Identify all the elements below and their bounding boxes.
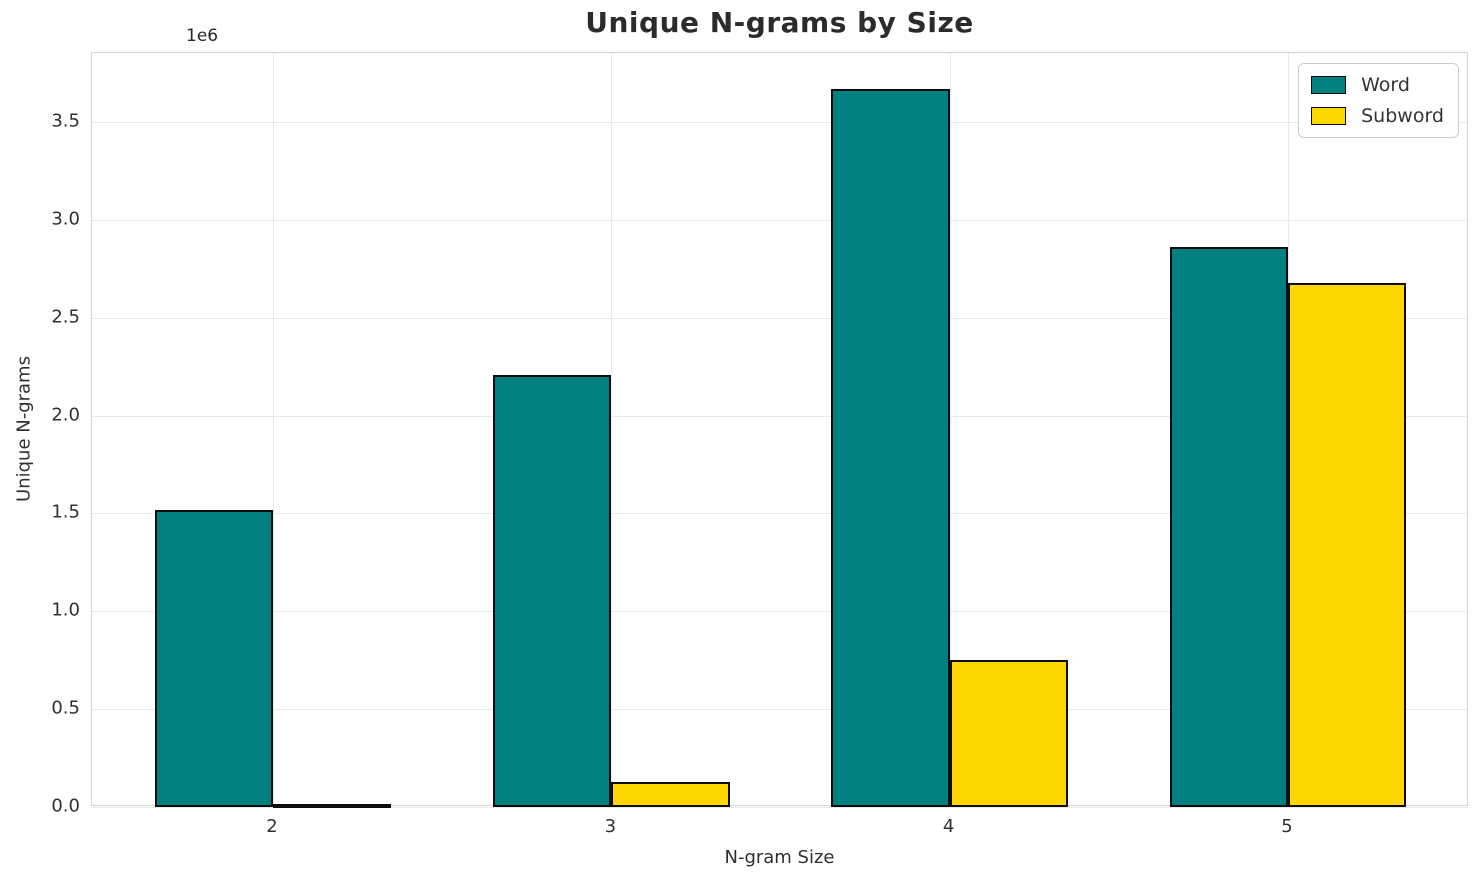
y-gridline [92,415,1467,417]
x-axis-label: N-gram Size [724,847,835,868]
y-gridline [92,807,1467,808]
legend-item-subword: Subword [1311,105,1444,127]
y-gridline [92,513,1467,515]
y-gridline [92,122,1467,124]
y-tick-label: 0.0 [51,795,80,817]
y-gridline [92,219,1467,221]
y-tick-label: 3.5 [51,110,80,132]
word-series-label: Word [1361,74,1410,96]
subword-bar-ngram-4 [949,660,1069,807]
y-gridline [92,709,1467,711]
subword-series-label: Subword [1361,105,1444,127]
y-tick-label: 2.5 [51,306,80,328]
y-tick-label: 2.0 [51,404,80,426]
y-gridline [92,317,1467,319]
subword-bar-ngram-5 [1287,282,1407,807]
word-bar-ngram-3 [492,374,612,807]
word-bar-ngram-5 [1169,247,1288,807]
y-tick-label: 1.5 [51,501,80,523]
y-tick-label: 3.0 [51,208,80,230]
x-tick-label: 5 [1281,816,1293,837]
x-gridline [949,53,951,805]
x-tick-label: 3 [604,816,617,837]
x-tick-label: 2 [266,816,278,837]
legend: Word Subword [1298,63,1459,138]
subword-bar-ngram-2 [273,804,392,809]
subword-bar-ngram-3 [611,781,730,807]
legend-item-word: Word [1311,74,1444,96]
y-tick-label: 1.0 [51,599,80,621]
x-tick-label: 4 [942,816,955,837]
subword-series-swatch [1311,107,1347,125]
y-axis-label: Unique N-grams [13,356,35,502]
y-tick-label: 0.5 [51,697,80,719]
y-axis-offset-label: 1e6 [186,26,219,46]
x-gridline [611,53,613,805]
word-bar-ngram-2 [154,509,273,807]
chart-title: Unique N-grams by Size [585,6,974,39]
plot-area: Word Subword [91,52,1468,809]
word-series-swatch [1311,76,1347,94]
y-gridline [92,611,1467,613]
x-gridline [273,53,274,805]
word-bar-ngram-4 [831,88,950,807]
